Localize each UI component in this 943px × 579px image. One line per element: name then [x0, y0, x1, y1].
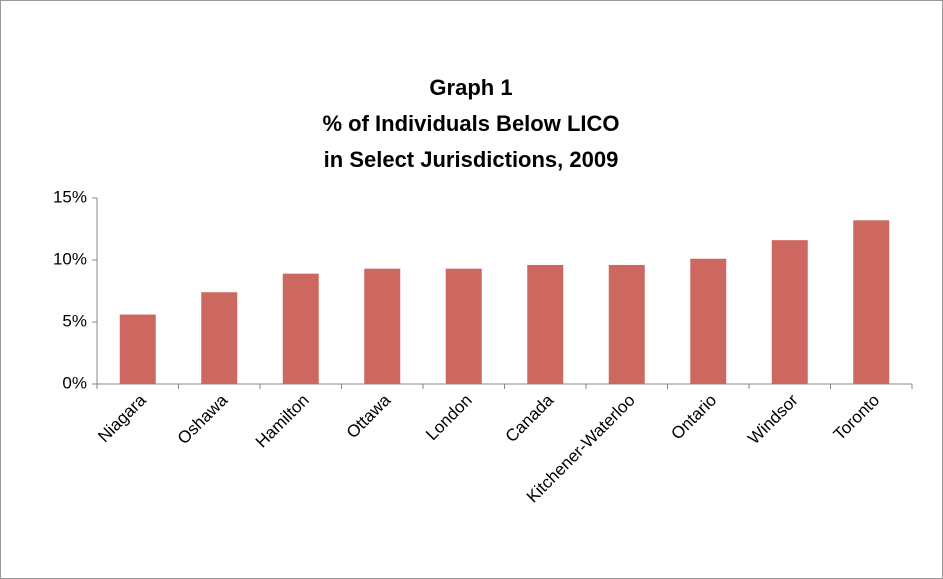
bar	[201, 292, 238, 384]
bar	[282, 273, 319, 384]
y-tick-label: 10%	[53, 249, 87, 268]
bar	[119, 314, 156, 384]
chart-title: Graph 1	[429, 75, 512, 100]
y-tick-label: 15%	[53, 187, 87, 206]
bar	[690, 258, 727, 384]
bar	[364, 268, 401, 384]
bar	[853, 220, 890, 384]
bar	[608, 264, 645, 384]
chart-title: % of Individuals Below LICO	[322, 111, 619, 136]
y-tick-label: 0%	[62, 373, 87, 392]
bar	[771, 240, 808, 384]
bar	[445, 268, 482, 384]
chart-title: in Select Jurisdictions, 2009	[324, 147, 619, 172]
bar	[527, 264, 564, 384]
y-tick-label: 5%	[62, 311, 87, 330]
